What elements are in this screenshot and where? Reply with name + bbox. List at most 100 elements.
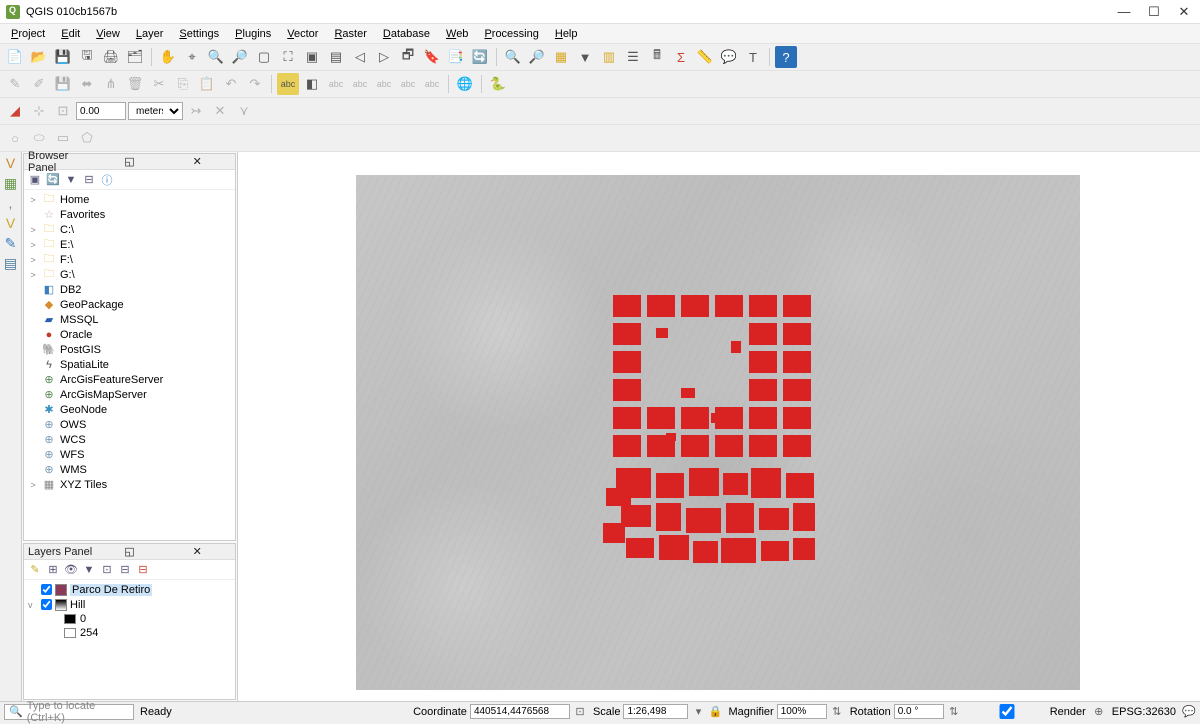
field-calculator-button[interactable]: 🖩 xyxy=(646,46,668,68)
add-delimited-button[interactable]: , xyxy=(2,194,20,212)
label-rotate-button[interactable]: abc xyxy=(397,73,419,95)
lock-scale-icon[interactable]: 🔒 xyxy=(708,705,722,719)
zoom-last-button[interactable]: ◁ xyxy=(349,46,371,68)
select-by-value-button[interactable]: ▼ xyxy=(574,46,596,68)
snap-button[interactable]: ⊡ xyxy=(52,100,74,122)
menu-vector[interactable]: Vector xyxy=(280,26,325,42)
shape-polygon-button[interactable]: ⬠ xyxy=(76,127,98,149)
label-show-button[interactable]: abc xyxy=(349,73,371,95)
browser-item-arcgisfeatureserver[interactable]: ⊕ArcGisFeatureServer xyxy=(24,372,235,387)
undo-button[interactable]: ↶ xyxy=(220,73,242,95)
scale-input[interactable] xyxy=(623,704,688,719)
add-vector-button[interactable]: V xyxy=(2,154,20,172)
help-button[interactable]: ? xyxy=(775,46,797,68)
zoom-layer-button[interactable]: ▤ xyxy=(325,46,347,68)
browser-item-f[interactable]: >🗀F:\ xyxy=(24,252,235,267)
browser-item-spatialite[interactable]: ϟSpatiaLite xyxy=(24,357,235,372)
filter-legend-icon[interactable]: ▼ xyxy=(82,563,96,577)
new-bookmark-button[interactable]: 🔖 xyxy=(421,46,443,68)
style-manager-icon[interactable]: ✎ xyxy=(28,563,42,577)
segment-unit-select[interactable]: meters xyxy=(128,102,183,120)
layers-tree[interactable]: Parco De RetirovHill0254 xyxy=(24,580,235,699)
close-button[interactable]: ✕ xyxy=(1178,6,1190,18)
trace-button[interactable]: ↣ xyxy=(185,100,207,122)
node-tool-button[interactable]: ⋔ xyxy=(100,73,122,95)
layers-panel-float-button[interactable]: ◱ xyxy=(96,545,164,558)
crs-label[interactable]: EPSG:32630 xyxy=(1112,706,1176,718)
shape-circle-button[interactable]: ○ xyxy=(4,127,26,149)
expand-all-icon[interactable]: ⊡ xyxy=(100,563,114,577)
statistical-summary-button[interactable]: Σ xyxy=(670,46,692,68)
browser-item-c[interactable]: >🗀C:\ xyxy=(24,222,235,237)
pan-to-selection-button[interactable]: ⌖ xyxy=(181,46,203,68)
collapse-layers-icon[interactable]: ⊟ xyxy=(118,563,132,577)
delete-selected-button[interactable]: 🗑 xyxy=(124,73,146,95)
shape-ellipse-button[interactable]: ⬭ xyxy=(28,127,50,149)
coordinate-input[interactable] xyxy=(470,704,570,719)
browser-item-mssql[interactable]: ▰MSSQL xyxy=(24,312,235,327)
magnifier-spinner-icon[interactable]: ⇅ xyxy=(830,705,844,719)
menu-processing[interactable]: Processing xyxy=(477,26,545,42)
browser-item-wfs[interactable]: ⊕WFS xyxy=(24,447,235,462)
select-features-button[interactable]: ▦ xyxy=(550,46,572,68)
render-checkbox[interactable] xyxy=(967,704,1047,719)
browser-item-db2[interactable]: ◧DB2 xyxy=(24,282,235,297)
move-feature-button[interactable]: ⬌ xyxy=(76,73,98,95)
maximize-button[interactable]: ☐ xyxy=(1148,6,1160,18)
python-console-button[interactable]: 🐍 xyxy=(487,73,509,95)
label-move-button[interactable]: abc xyxy=(373,73,395,95)
zoom-native-button[interactable]: ▢ xyxy=(253,46,275,68)
extents-icon[interactable]: ⊡ xyxy=(573,705,587,719)
cut-button[interactable]: ✂ xyxy=(148,73,170,95)
minimize-button[interactable]: — xyxy=(1118,6,1130,18)
add-postgis-button[interactable]: V xyxy=(2,214,20,232)
remove-layer-icon[interactable]: ⊟ xyxy=(136,563,150,577)
metasearch-button[interactable]: 🌐 xyxy=(454,73,476,95)
toggle-editing-button[interactable]: ✎ xyxy=(4,73,26,95)
browser-item-xyztiles[interactable]: >▦XYZ Tiles xyxy=(24,477,235,492)
cad-tools-button[interactable]: ⊹ xyxy=(28,100,50,122)
measure-button[interactable]: 📏 xyxy=(694,46,716,68)
refresh-browser-icon[interactable]: 🔄 xyxy=(46,173,60,187)
new-map-view-button[interactable]: 🗗 xyxy=(397,46,419,68)
browser-item-arcgismapserver[interactable]: ⊕ArcGisMapServer xyxy=(24,387,235,402)
virtual-layer-button[interactable]: ◢ xyxy=(4,100,26,122)
add-wms-button[interactable]: ▤ xyxy=(2,254,20,272)
crs-icon[interactable]: ⊕ xyxy=(1092,705,1106,719)
paste-button[interactable]: 📋 xyxy=(196,73,218,95)
browser-item-wms[interactable]: ⊕WMS xyxy=(24,462,235,477)
print-layout-button[interactable]: 🖨 xyxy=(100,46,122,68)
copy-button[interactable]: ⎘ xyxy=(172,73,194,95)
browser-item-favorites[interactable]: ☆Favorites xyxy=(24,207,235,222)
rotate-feature-button[interactable]: ✕ xyxy=(209,100,231,122)
zoom-out-button[interactable]: 🔎 xyxy=(229,46,251,68)
browser-tree[interactable]: >🗀Home ☆Favorites>🗀C:\>🗀E:\>🗀F:\>🗀G:\ ◧D… xyxy=(24,190,235,540)
save-as-button[interactable]: 🖫 xyxy=(76,46,98,68)
menu-raster[interactable]: Raster xyxy=(327,26,373,42)
menu-settings[interactable]: Settings xyxy=(172,26,226,42)
text-annotation-button[interactable]: T xyxy=(742,46,764,68)
zoom-full-button[interactable]: ⛶ xyxy=(277,46,299,68)
deselect-button[interactable]: ▥ xyxy=(598,46,620,68)
filter-browser-icon[interactable]: ▼ xyxy=(64,173,78,187)
shape-rect-button[interactable]: ▭ xyxy=(52,127,74,149)
add-spatialite-button[interactable]: ✎ xyxy=(2,234,20,252)
properties-icon[interactable]: ⓘ xyxy=(100,173,114,187)
add-feature-button[interactable]: ✐ xyxy=(28,73,50,95)
layers-panel-close-button[interactable]: ✕ xyxy=(163,545,231,558)
menu-view[interactable]: View xyxy=(89,26,127,42)
add-group-icon[interactable]: ⊞ xyxy=(46,563,60,577)
menu-web[interactable]: Web xyxy=(439,26,475,42)
layer-item-hill[interactable]: vHill xyxy=(24,597,235,612)
map-canvas[interactable] xyxy=(356,175,1080,690)
rotation-input[interactable] xyxy=(894,704,944,719)
identify-results-button[interactable]: 🔎 xyxy=(526,46,548,68)
layout-manager-button[interactable]: 🗂 xyxy=(124,46,146,68)
map-tips-button[interactable]: 💬 xyxy=(718,46,740,68)
zoom-in-button[interactable]: 🔍 xyxy=(205,46,227,68)
rotation-spinner-icon[interactable]: ⇅ xyxy=(947,705,961,719)
menu-layer[interactable]: Layer xyxy=(129,26,171,42)
save-edits-button[interactable]: 💾 xyxy=(52,73,74,95)
label-layer-button[interactable]: abc xyxy=(277,73,299,95)
menu-help[interactable]: Help xyxy=(548,26,585,42)
